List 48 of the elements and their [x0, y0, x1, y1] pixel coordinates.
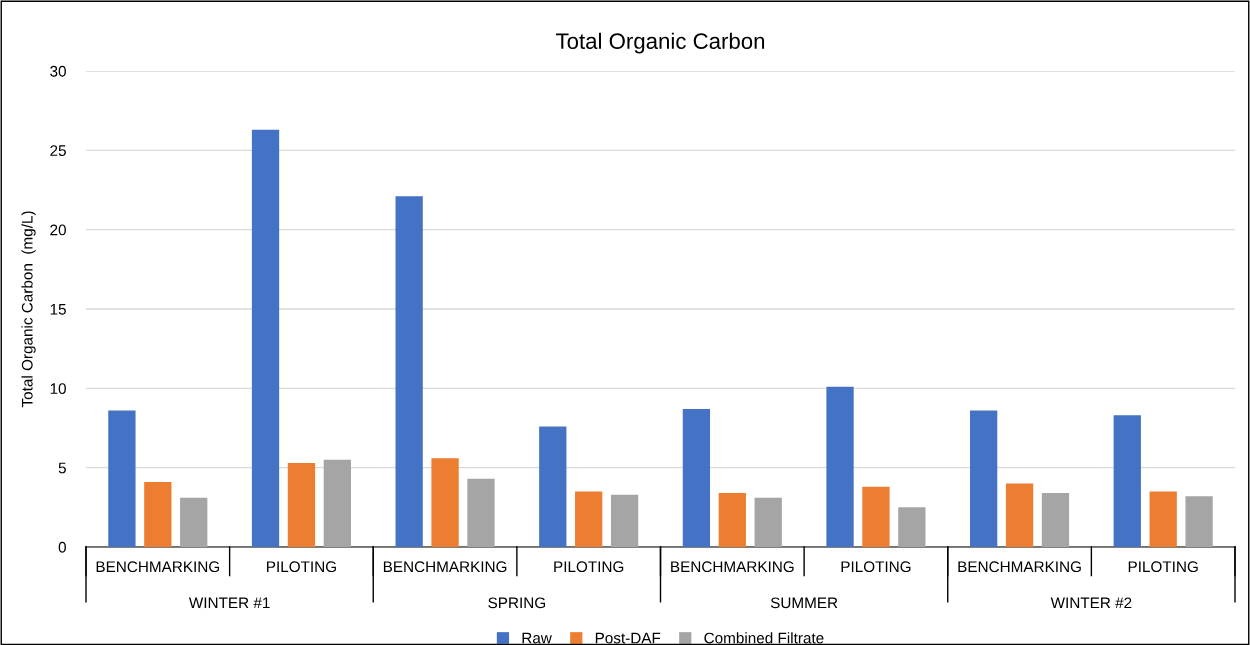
- bar: [180, 497, 208, 547]
- bar: [144, 481, 172, 547]
- y-tick-label: 15: [50, 304, 66, 315]
- bar: [1005, 483, 1034, 547]
- bar: [862, 486, 890, 547]
- bar: [395, 196, 423, 547]
- y-tick-label: 0: [58, 541, 66, 553]
- bar: [1113, 415, 1141, 547]
- y-tick-label: 20: [50, 224, 66, 236]
- bar: [970, 410, 998, 547]
- bar: [287, 462, 316, 547]
- y-tick-label: 5: [58, 462, 66, 474]
- chart-title: Total Organic Carbon: [556, 32, 765, 54]
- y-tick-label: 25: [50, 145, 66, 157]
- legend-label: Post-DAF: [595, 632, 661, 644]
- text: SPRING: [488, 597, 546, 609]
- x-tick-label: PILOTING: [1128, 561, 1198, 573]
- bar: [323, 459, 351, 547]
- legend-label: Combined Filtrate: [704, 632, 824, 644]
- bar: [539, 426, 567, 547]
- bar: [682, 408, 711, 547]
- bar: [108, 410, 136, 547]
- text: SUMMER: [770, 597, 838, 609]
- bar: [1041, 493, 1070, 547]
- bar: [575, 491, 603, 547]
- bar: [251, 129, 280, 547]
- bar: [826, 386, 854, 547]
- x-tick-label: PILOTING: [267, 561, 336, 573]
- x-tick-label: PILOTING: [841, 561, 911, 573]
- x-tick-label: BENCHMARKING: [671, 561, 794, 573]
- bar: [718, 493, 746, 547]
- y-tick-label: 30: [50, 65, 66, 77]
- bar: [1185, 496, 1213, 547]
- bar: [1149, 491, 1177, 547]
- x-tick-label: PILOTING: [554, 561, 624, 573]
- bar: [467, 478, 495, 547]
- x-tick-label: BENCHMARKING: [96, 561, 220, 573]
- y-tick-label: 10: [50, 383, 66, 395]
- bar: [898, 507, 926, 547]
- bar: [610, 494, 639, 547]
- text: WINTER #2: [1050, 597, 1132, 609]
- text: WINTER #1: [188, 597, 270, 609]
- legend-label: Raw: [522, 632, 552, 644]
- y-axis-title: Total Organic Carbon (mg/L): [21, 211, 36, 408]
- bar: [754, 497, 782, 547]
- bar: [431, 458, 459, 547]
- x-tick-label: BENCHMARKING: [958, 561, 1081, 573]
- x-tick-label: BENCHMARKING: [383, 561, 507, 573]
